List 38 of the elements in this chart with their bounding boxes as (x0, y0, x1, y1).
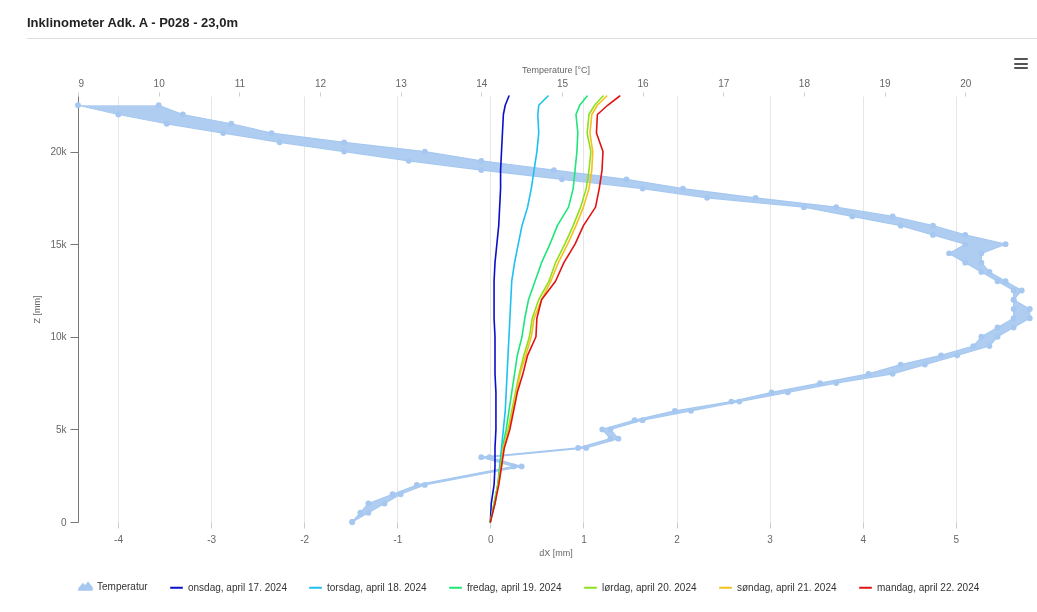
x2-tick-label: 16 (637, 77, 650, 89)
x-tick-label: 3 (767, 533, 774, 545)
legend-label: torsdag, april 18. 2024 (327, 581, 427, 593)
x-tick-label: 0 (488, 533, 495, 545)
legend-label: fredag, april 19. 2024 (467, 581, 562, 593)
y-tick-label: 20k (50, 146, 68, 158)
x2-tick-label: 11 (234, 77, 246, 89)
legend-label: lørdag, april 20. 2024 (602, 581, 697, 593)
x2-tick-label: 18 (798, 77, 811, 89)
x2-tick-label: 17 (718, 77, 730, 89)
x-tick-label: 5 (953, 533, 960, 545)
x2-tick-label: 19 (879, 77, 892, 89)
x2-tick-label: 15 (556, 77, 569, 89)
y-tick-label: 15k (50, 238, 68, 250)
legend-label: Temperatur (97, 580, 149, 592)
y-tick-label: 5k (55, 423, 68, 435)
x-tick-label: -3 (207, 533, 217, 545)
x-tick-label: -1 (393, 533, 403, 545)
legend-label: onsdag, april 17. 2024 (188, 581, 288, 593)
x-tick-label: -2 (300, 533, 310, 545)
y-tick-label: 10k (50, 331, 68, 343)
x-tick-label: 4 (860, 533, 867, 545)
x2-tick-label: 10 (153, 77, 166, 89)
x-tick-label: -4 (114, 533, 124, 545)
chart-title: Inklinometer Adk. A - P028 - 23,0m (27, 15, 1037, 39)
x-axis-title: dX [mm] (539, 547, 573, 558)
y-tick-label: 0 (60, 516, 67, 528)
x2-axis-title: Temperature [°C] (521, 64, 591, 75)
x-tick-label: 1 (581, 533, 588, 545)
x-tick-label: 2 (674, 533, 681, 545)
legend-label: søndag, april 21. 2024 (737, 581, 837, 593)
x2-tick-label: 9 (78, 77, 85, 89)
legend-label: mandag, april 22. 2024 (877, 581, 980, 593)
x2-tick-label: 12 (314, 77, 327, 89)
y-axis-title: Z [mm] (32, 295, 43, 324)
x2-tick-label: 14 (476, 77, 488, 89)
x2-tick-label: 20 (960, 77, 972, 89)
x2-tick-label: 13 (395, 77, 408, 89)
